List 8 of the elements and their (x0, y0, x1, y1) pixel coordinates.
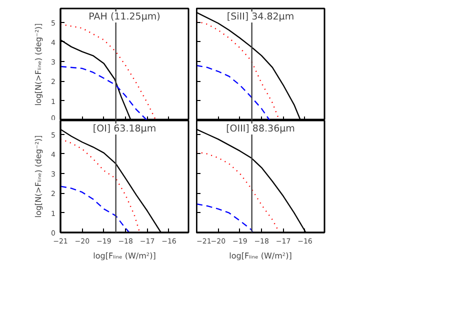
chart-title: [SiII] 34.82μm (226, 12, 294, 22)
y-axis-title: log[N(>Fₗᵢₙₑ) (deg⁻²)] (34, 23, 44, 106)
chart-title: [OI] 63.18μm (92, 124, 156, 134)
x-axis-title: log[Fₗᵢₙₑ (W/m²)] (93, 252, 156, 260)
chart-title: PAH (11.25μm) (88, 12, 160, 22)
x-axis-title: log[Fₗᵢₙₑ (W/m²)] (229, 252, 292, 260)
chart-title: [OIII] 88.36μm (226, 124, 295, 134)
y-axis-title: log[N(>Fₗᵢₙₑ) (deg⁻²)] (34, 135, 44, 218)
